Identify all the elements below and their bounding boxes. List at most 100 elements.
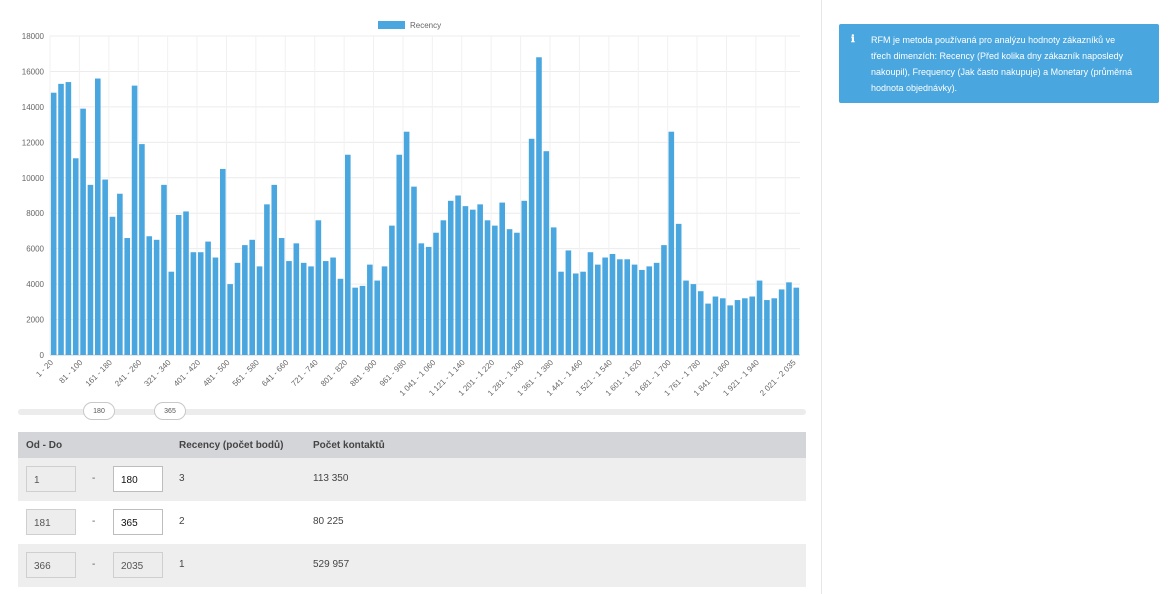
bar bbox=[771, 298, 778, 355]
bar bbox=[727, 305, 733, 355]
bar bbox=[352, 287, 358, 355]
bar bbox=[389, 225, 395, 355]
bar bbox=[712, 296, 719, 355]
bar bbox=[139, 144, 145, 355]
bar bbox=[521, 200, 528, 355]
bar bbox=[359, 285, 366, 355]
y-tick-label: 8000 bbox=[26, 209, 44, 218]
bar bbox=[624, 259, 630, 355]
bar bbox=[212, 257, 219, 355]
bar bbox=[653, 262, 660, 355]
bar bbox=[661, 245, 667, 355]
info-text: RFM je metoda používaná pro analýzu hodn… bbox=[871, 35, 1133, 93]
bar bbox=[617, 259, 623, 355]
bar bbox=[396, 154, 403, 355]
bar bbox=[720, 298, 726, 355]
bar bbox=[587, 252, 594, 355]
bar bbox=[124, 238, 130, 355]
x-tick-label: 81 - 100 bbox=[57, 358, 85, 386]
to-input[interactable]: 365 bbox=[113, 509, 163, 535]
bar bbox=[300, 262, 307, 355]
bar bbox=[286, 261, 292, 355]
bar bbox=[109, 216, 116, 355]
bar bbox=[492, 225, 498, 355]
bar bbox=[183, 211, 189, 355]
bar bbox=[367, 264, 373, 355]
legend-swatch bbox=[378, 21, 405, 29]
y-tick-label: 6000 bbox=[26, 245, 44, 254]
bar bbox=[536, 57, 542, 356]
from-field: 1 bbox=[26, 466, 76, 492]
x-tick-label: 401 - 420 bbox=[172, 358, 203, 389]
range-slider-track[interactable] bbox=[18, 409, 806, 415]
contacts-count: 529 957 bbox=[313, 559, 350, 570]
bar bbox=[161, 184, 167, 355]
bar bbox=[58, 83, 64, 355]
bar bbox=[337, 278, 344, 355]
bar bbox=[558, 271, 564, 355]
bar bbox=[190, 252, 197, 355]
bar bbox=[778, 289, 785, 355]
table-header: Od - Do Recency (počet bodů) Počet konta… bbox=[18, 432, 806, 458]
bar bbox=[528, 138, 535, 355]
bar bbox=[440, 220, 447, 355]
bar bbox=[374, 280, 380, 355]
bar bbox=[550, 227, 557, 355]
table-row: 366 - 2035 1 529 957 bbox=[18, 544, 806, 587]
range-dash: - bbox=[92, 516, 96, 527]
bar bbox=[131, 85, 138, 355]
info-box: ℹ RFM je metoda používaná pro analýzu ho… bbox=[839, 24, 1159, 103]
bar bbox=[153, 239, 160, 355]
bar bbox=[506, 229, 513, 355]
bar bbox=[756, 280, 763, 355]
bar bbox=[786, 282, 792, 355]
bar bbox=[462, 206, 469, 355]
bar bbox=[602, 257, 608, 355]
bar bbox=[742, 298, 748, 355]
bar bbox=[87, 184, 94, 355]
y-tick-label: 4000 bbox=[26, 280, 44, 289]
bar bbox=[514, 232, 520, 355]
x-tick-label: 561 - 580 bbox=[231, 358, 262, 389]
bar bbox=[580, 271, 586, 355]
bar bbox=[345, 154, 351, 355]
recency-points: 3 bbox=[179, 473, 185, 484]
bar bbox=[72, 158, 79, 355]
bar bbox=[381, 266, 388, 355]
bar bbox=[646, 266, 653, 355]
bar bbox=[197, 252, 204, 355]
bar bbox=[705, 303, 711, 355]
to-input[interactable]: 180 bbox=[113, 466, 163, 492]
bar bbox=[631, 264, 638, 355]
slider-handle-low[interactable]: 180 bbox=[83, 402, 115, 420]
bar bbox=[264, 204, 270, 355]
bar bbox=[278, 238, 285, 355]
bar bbox=[690, 284, 697, 355]
bar bbox=[565, 250, 572, 355]
table-row: 1 - 180 3 113 350 bbox=[18, 458, 806, 501]
bar bbox=[168, 271, 175, 355]
bar bbox=[425, 246, 432, 355]
header-contacts: Počet kontaktů bbox=[313, 440, 385, 451]
bar bbox=[793, 287, 800, 355]
legend-label: Recency bbox=[410, 21, 441, 30]
contacts-count: 113 350 bbox=[313, 473, 349, 484]
bar bbox=[411, 186, 417, 355]
bar bbox=[433, 232, 439, 355]
bar bbox=[220, 168, 226, 355]
bar bbox=[764, 300, 770, 355]
y-tick-label: 14000 bbox=[22, 103, 45, 112]
bar bbox=[668, 131, 675, 355]
bar bbox=[572, 273, 579, 355]
recency-points: 2 bbox=[179, 516, 185, 527]
bar bbox=[675, 223, 682, 355]
bar bbox=[227, 284, 233, 355]
bar bbox=[315, 220, 322, 355]
bar bbox=[749, 296, 755, 355]
slider-handle-high[interactable]: 365 bbox=[154, 402, 186, 420]
bar bbox=[205, 241, 211, 355]
bar bbox=[95, 78, 101, 356]
bar bbox=[80, 108, 86, 356]
range-dash: - bbox=[92, 473, 96, 484]
bar bbox=[639, 269, 645, 355]
